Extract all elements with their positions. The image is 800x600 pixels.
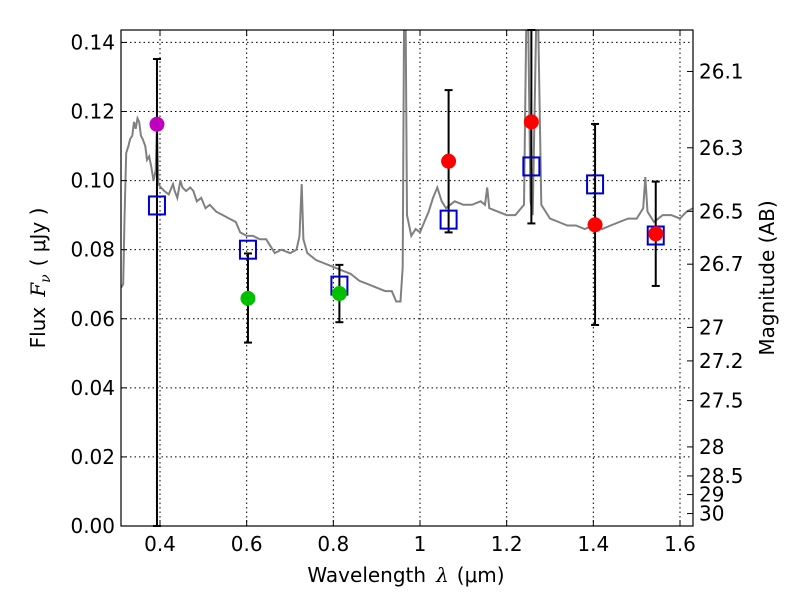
magnitude-tick-label: 26.1	[699, 59, 744, 83]
model-photometry-square	[238, 239, 257, 260]
model-photometry-square	[586, 174, 605, 195]
magnitude-tick-label: 26.5	[699, 199, 744, 223]
y-tick-label: 0.10	[70, 169, 115, 193]
observed-flux-point	[441, 153, 457, 169]
x-tick-label: 1.6	[664, 532, 696, 556]
model-photometry-square	[439, 209, 458, 230]
model-photometry-square	[522, 156, 541, 177]
magnitude-tick-label: 26.3	[699, 136, 744, 160]
y-tick-label: 0.12	[70, 100, 115, 124]
x-tick-label: 1	[414, 532, 427, 556]
observed-flux-point	[648, 226, 664, 242]
observed-flux-point	[331, 286, 347, 302]
magnitude-tick-label: 29	[699, 483, 724, 507]
y-tick-label: 0.02	[70, 445, 115, 469]
magnitude-tick-label: 27.2	[699, 349, 744, 373]
x-tick-label: 1.4	[577, 532, 609, 556]
y-axis-title: FluxFν( μJy )	[26, 208, 54, 349]
magnitude-tick-label: 27.5	[699, 389, 744, 413]
magnitude-tick-label: 28	[699, 435, 724, 459]
secondary-y-axis-title: Magnitude (AB)	[755, 200, 779, 355]
model-photometry-square	[147, 195, 166, 216]
x-tick-label: 1.2	[491, 532, 523, 556]
observed-flux-point	[587, 217, 603, 233]
observed-flux-point	[240, 290, 256, 306]
magnitude-tick-label: 27	[699, 315, 724, 339]
y-tick-label: 0.04	[70, 376, 115, 400]
x-tick-label: 0.6	[231, 532, 263, 556]
observed-flux-point	[523, 114, 539, 130]
x-tick-label: 0.8	[317, 532, 349, 556]
magnitude-tick-label: 30	[699, 502, 724, 526]
x-axis-title: Wavelength λ (μm)	[307, 563, 504, 587]
y-tick-label: 0.00	[70, 514, 115, 538]
x-tick-label: 0.4	[144, 532, 176, 556]
y-tick-label: 0.14	[70, 30, 115, 54]
magnitude-tick-label: 28.5	[699, 464, 744, 488]
observed-flux-point	[149, 116, 165, 132]
plot-frame	[120, 29, 694, 527]
axis-ticks: 0.4 0.6 0.8 1 1.2 1.4 1.6 0.00 0.02 0.04 0.06 0.08 0…	[70, 30, 744, 556]
data-marks	[147, 29, 665, 527]
y-tick-label: 0.06	[70, 307, 115, 331]
magnitude-tick-label: 26.7	[699, 252, 744, 276]
y-tick-label: 0.08	[70, 238, 115, 262]
